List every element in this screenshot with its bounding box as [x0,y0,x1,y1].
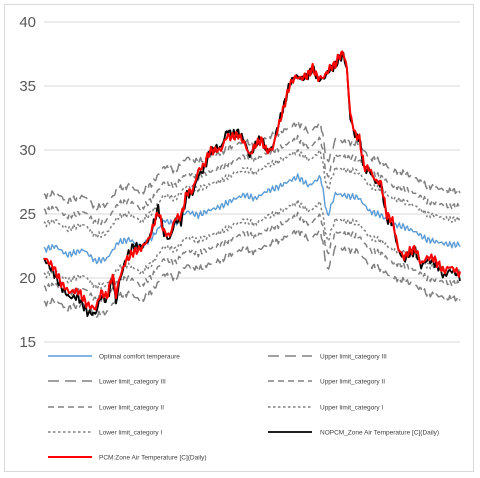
y-tick-label: 35 [19,78,36,95]
series-line-8 [43,50,461,311]
y-tick-label: 20 [19,270,36,287]
legend-label: Upper limit_category II [320,379,385,386]
y-tick-label: 15 [19,334,36,351]
legend-label: Lower limit_category III [99,379,166,386]
legend-label: PCM:Zone Air Temperature [C](Daily) [99,455,207,462]
y-tick-label: 25 [19,206,36,223]
legend-label: Lower limit_category II [99,405,164,412]
series-line-2 [43,226,461,318]
legend-label: Upper limit_category I [320,405,383,412]
series-line-1 [43,119,461,211]
series-line-3 [43,134,461,226]
series-line-5 [43,147,461,239]
legend-label: Lower limit_category I [99,430,162,437]
legend-label: NOPCM_Zone Air Temperature [C](Daily) [320,430,439,437]
legend-label: Upper limit_category III [320,354,387,361]
legend-label: Optimal comfort temperaure [99,354,180,361]
series-line-7 [43,51,461,317]
y-tick-label: 40 [19,14,36,31]
y-tick-label: 30 [19,142,36,159]
